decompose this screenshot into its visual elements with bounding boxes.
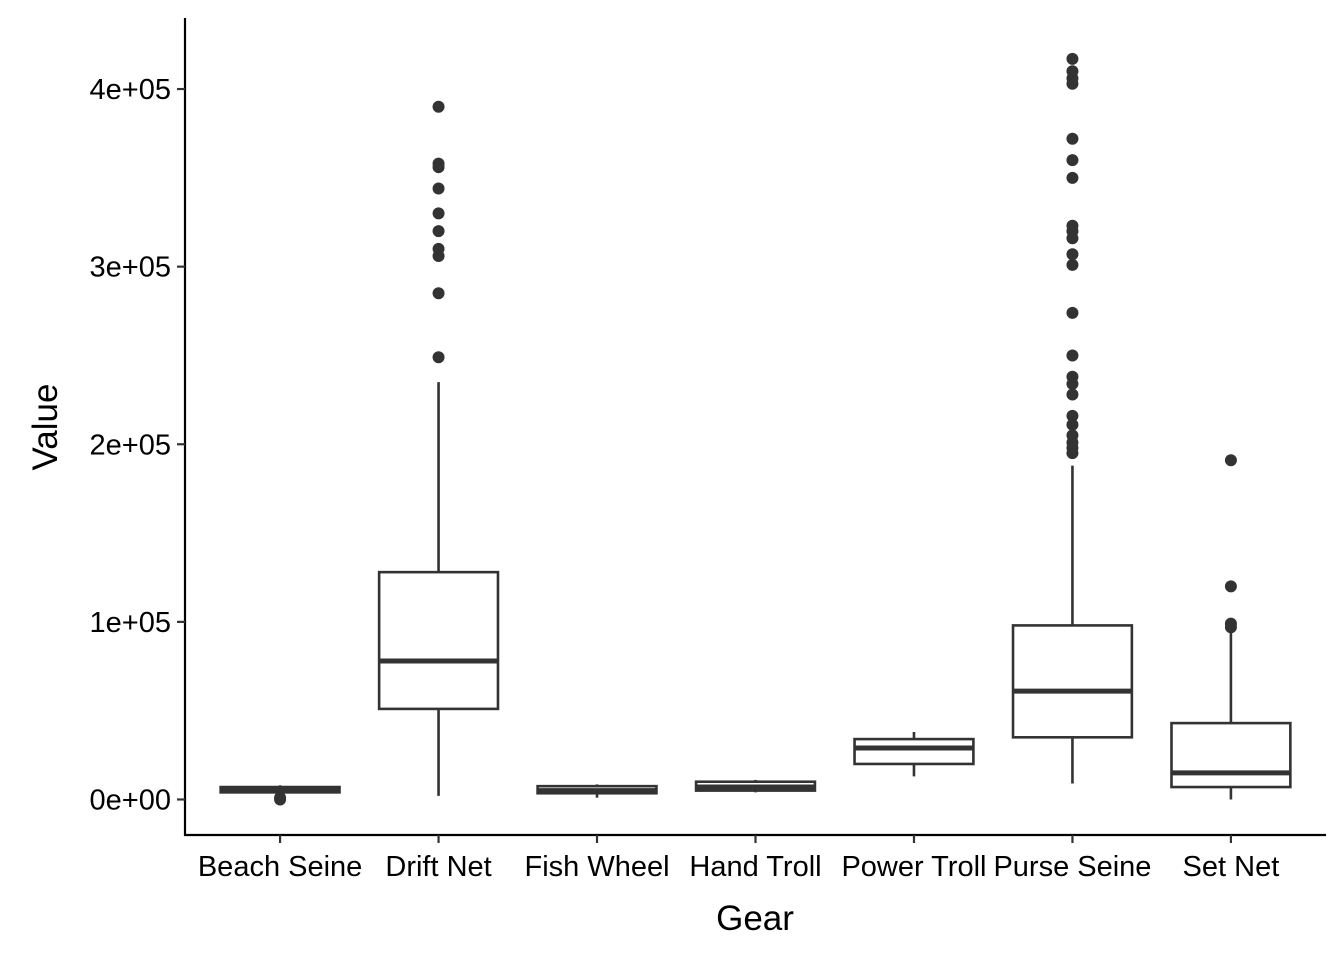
outlier-point [432, 100, 445, 113]
outlier-point [432, 242, 445, 255]
box-set-net [1170, 454, 1292, 800]
outlier-point [1066, 219, 1079, 232]
x-axis-title: Gear [716, 899, 794, 938]
box-beach-seine [219, 785, 341, 806]
x-tick-label-purse-seine: Purse Seine [993, 851, 1151, 883]
y-tick-label: 2e+05 [90, 429, 171, 461]
iqr-box [1170, 721, 1292, 789]
outlier-point [432, 351, 445, 364]
outlier-point [432, 157, 445, 170]
outlier-point [1066, 132, 1079, 145]
x-tick-label-drift-net: Drift Net [385, 851, 491, 883]
y-axis-title: Value [26, 384, 65, 471]
box-hand-troll [694, 779, 817, 793]
outlier-point [1066, 248, 1079, 261]
x-tick-label-set-net: Set Net [1183, 851, 1280, 883]
iqr-box [377, 570, 500, 711]
y-tick-label: 1e+05 [90, 607, 171, 639]
outlier-point [1066, 418, 1079, 431]
outlier-point [432, 225, 445, 238]
outlier-point [1224, 454, 1237, 467]
y-tick-label: 4e+05 [90, 74, 171, 106]
outlier-point [1066, 65, 1079, 78]
x-axis-ticks: Beach Seine Drift Net Fish Wheel Hand Troll… [198, 835, 1279, 883]
box-purse-seine [1011, 52, 1134, 784]
x-tick-label-fish-wheel: Fish Wheel [525, 851, 670, 883]
outlier-point [1066, 370, 1079, 383]
iqr-box [1011, 624, 1134, 739]
outlier-point [274, 791, 287, 804]
outlier-point [1066, 52, 1079, 65]
outlier-point [1066, 349, 1079, 362]
plot-area [219, 52, 1292, 806]
x-tick-label-beach-seine: Beach Seine [198, 851, 362, 883]
outlier-point [1066, 171, 1079, 184]
box-power-troll [853, 731, 975, 777]
y-tick-label: 3e+05 [90, 252, 171, 284]
outlier-point [1066, 429, 1079, 442]
x-tick-label-hand-troll: Hand Troll [689, 851, 821, 883]
outlier-point [432, 207, 445, 220]
x-tick-label-power-troll: Power Troll [841, 851, 986, 883]
outlier-point [1066, 388, 1079, 401]
box-drift-net [377, 100, 500, 796]
y-tick-label: 0e+00 [90, 784, 171, 816]
outlier-point [432, 287, 445, 300]
box-fish-wheel [536, 784, 658, 798]
y-axis-ticks: 0e+00 1e+05 2e+05 3e+05 4e+05 [90, 74, 185, 816]
outlier-point [1224, 617, 1237, 630]
outlier-point [1066, 409, 1079, 422]
outlier-point [1066, 258, 1079, 271]
iqr-box [853, 737, 975, 766]
outlier-point [1066, 306, 1079, 319]
outlier-point [1224, 580, 1237, 593]
outlier-point [432, 182, 445, 195]
outlier-point [1066, 154, 1079, 167]
